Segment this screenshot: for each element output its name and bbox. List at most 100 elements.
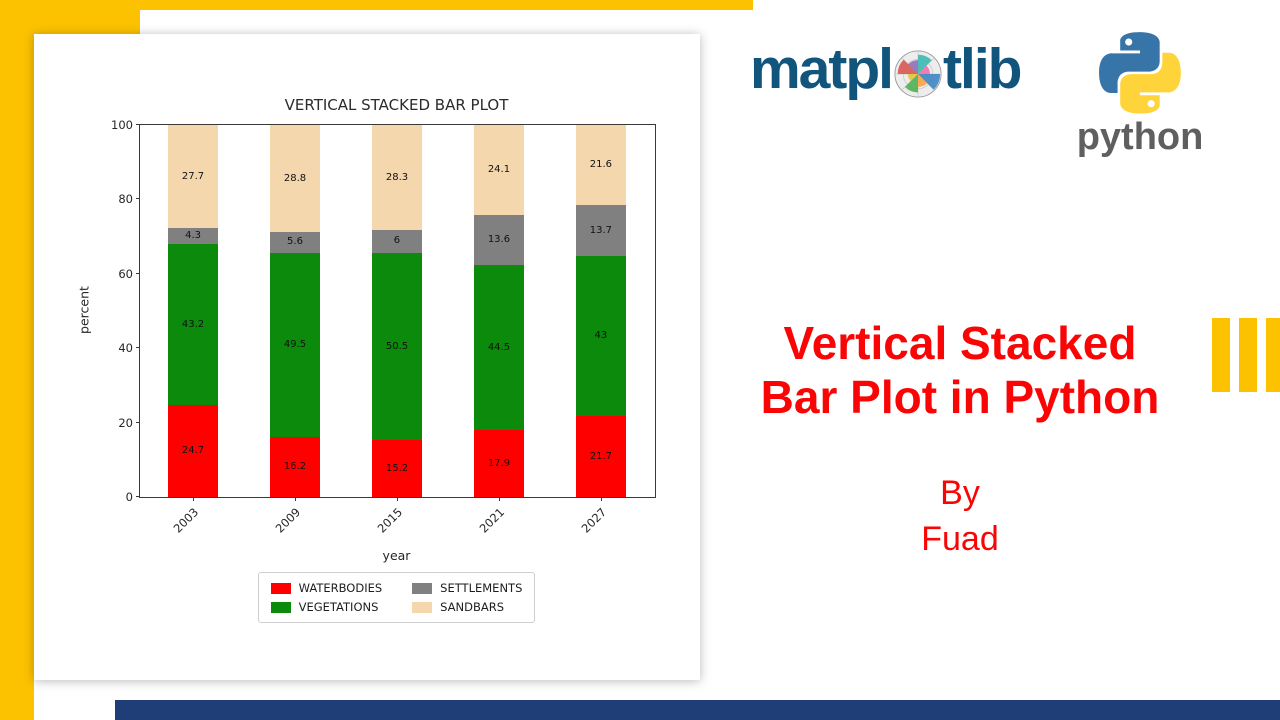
xtick-mark (396, 497, 398, 501)
python-logo-icon (1099, 32, 1181, 114)
python-logo-block: python (1076, 32, 1204, 159)
legend-item: SANDBARS (412, 600, 522, 614)
ytick-label: 20 (118, 415, 133, 430)
plot-area: 0 20 40 60 80 100 24.7 43.2 4.3 27.7 2003 16.2 49.5 5… (111, 118, 656, 536)
legend-swatch (270, 601, 291, 613)
bar-segment: 24.7 (168, 405, 219, 497)
yellow-bar (1266, 318, 1280, 392)
bar-stack-2009: 16.2 49.5 5.6 28.8 (270, 124, 320, 497)
yellow-bars-decoration (1212, 318, 1280, 392)
headline-line2: Bar Plot in Python (760, 371, 1160, 423)
matplotlib-wheel-icon (894, 50, 942, 98)
bar-segment-value: 28.8 (283, 172, 307, 184)
byline: By Fuad (756, 470, 1164, 562)
ytick-mark (136, 198, 140, 200)
matplotlib-logo: matpl tlib (750, 36, 1023, 102)
bar-segment-value: 4.3 (185, 230, 201, 242)
matplotlib-wordmark-left: matpl (750, 37, 894, 101)
bottom-footer-bar (115, 700, 1280, 720)
bar-segment-value: 21.7 (589, 450, 613, 462)
ytick-mark (136, 496, 140, 497)
bar-segment-value: 43 (594, 330, 608, 342)
y-axis-label: percent (76, 286, 92, 334)
legend-row: WATERBODIES VEGETATIONS SETTLEMENTS SANDBAR… (139, 572, 654, 623)
bar-stack-2021: 17.9 44.5 13.6 24.1 (473, 125, 524, 497)
ytick-label: 40 (118, 341, 133, 356)
bar-segment: 5.6 (270, 232, 320, 253)
byline-name: Fuad (921, 520, 999, 558)
bar-segment-value: 15.2 (385, 462, 409, 474)
left-accent-strip (0, 0, 34, 720)
bar-segment-value: 44.5 (487, 341, 511, 353)
top-accent-strip (0, 0, 753, 10)
bar-segment: 21.7 (575, 416, 626, 497)
bar-segment: 49.5 (270, 252, 320, 437)
headline-line1: Vertical Stacked (783, 317, 1137, 369)
matplotlib-wordmark-right: tlib (943, 37, 1022, 101)
bar-segment-value: 28.3 (385, 171, 409, 183)
bar-segment: 28.8 (270, 124, 320, 233)
legend-item: SETTLEMENTS (412, 581, 522, 595)
chart-legend: WATERBODIES VEGETATIONS SETTLEMENTS SANDBAR… (257, 572, 536, 623)
bar-segment-value: 43.2 (181, 318, 205, 330)
python-wordmark: python (1076, 116, 1204, 158)
bar-segment-value: 24.7 (181, 445, 205, 457)
ytick-label: 0 (125, 490, 133, 504)
ytick-mark (136, 421, 140, 423)
xtick-mark (193, 497, 195, 501)
yellow-bar (1212, 318, 1230, 392)
bar-segment: 4.3 (168, 228, 219, 245)
bar-segment: 43.2 (168, 244, 219, 406)
bar-segment-value: 50.5 (385, 340, 409, 352)
legend-swatch (270, 582, 291, 594)
ytick-label: 100 (111, 118, 133, 132)
bar-segment-value: 5.6 (287, 236, 303, 248)
bar-segment: 13.7 (575, 205, 626, 257)
bar-segment-value: 13.7 (589, 224, 613, 236)
bar-stack-2027: 21.7 43 13.7 21.6 (575, 125, 626, 497)
bar-segment: 28.3 (371, 125, 422, 231)
bar-segment: 16.2 (270, 436, 320, 497)
bar-segment-value: 16.2 (283, 460, 307, 472)
byline-by: By (940, 474, 980, 512)
legend-label: VEGETATIONS (298, 600, 379, 614)
bar-stack-2003: 24.7 43.2 4.3 27.7 (168, 125, 219, 497)
bar-segment-value: 17.9 (487, 457, 511, 469)
bar-segment: 50.5 (371, 252, 422, 441)
bar-segment: 13.6 (473, 214, 524, 266)
xtick-mark (295, 497, 296, 501)
chart-title: VERTICAL STACKED BAR PLOT (284, 96, 509, 114)
bar-segment-value: 6 (393, 235, 401, 247)
ytick-label: 60 (118, 266, 133, 281)
bar-segment-value: 27.7 (181, 170, 205, 182)
bar-segment: 24.1 (473, 125, 524, 215)
bar-segment: 15.2 (371, 440, 422, 497)
bar-segment: 6 (371, 230, 422, 253)
legend-label: WATERBODIES (298, 581, 383, 595)
bar-segment: 44.5 (473, 265, 524, 431)
bar-segment: 17.9 (473, 430, 524, 497)
legend-swatch (412, 601, 433, 613)
ytick-mark (136, 124, 140, 125)
headline: Vertical Stacked Bar Plot in Python (756, 316, 1164, 424)
legend-label: SETTLEMENTS (440, 581, 523, 595)
legend-item: VEGETATIONS (270, 600, 383, 614)
bar-segment-value: 13.6 (487, 233, 511, 245)
yellow-bar (1239, 318, 1257, 392)
ytick-label: 80 (118, 192, 133, 207)
xtick-mark (600, 497, 602, 501)
ytick-mark (136, 272, 140, 274)
bar-segment: 21.6 (575, 125, 626, 206)
ytick-mark (136, 347, 140, 349)
bar-segment: 27.7 (168, 125, 219, 229)
chart-card: VERTICAL STACKED BAR PLOT percent 0 20 40 6… (34, 34, 700, 680)
legend-swatch (412, 582, 433, 594)
bar-stack-2015: 15.2 50.5 6 28.3 (371, 125, 422, 497)
xtick-mark (498, 497, 500, 501)
legend-label: SANDBARS (440, 600, 505, 614)
bar-segment: 43 (575, 256, 626, 417)
x-axis-label: year (382, 548, 411, 563)
bar-segment-value: 24.1 (487, 163, 511, 175)
bar-segment-value: 21.6 (589, 159, 613, 171)
